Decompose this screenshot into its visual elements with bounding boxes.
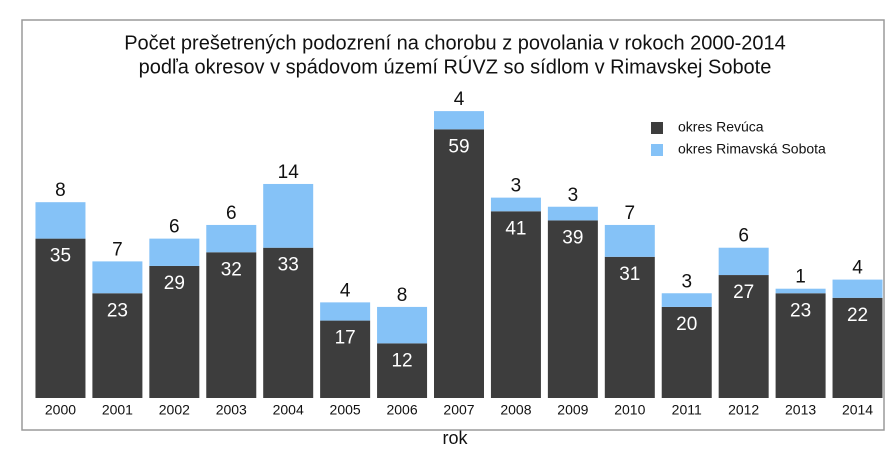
x-tick-label: 2014 [842, 402, 873, 418]
data-label: 8 [55, 180, 66, 201]
bar-segment [547, 206, 598, 221]
legend-label: okres Revúca [678, 119, 764, 135]
bar-segment [775, 293, 826, 398]
chart-frame [21, 19, 885, 431]
bar-segment [547, 220, 598, 398]
bar-segment [490, 211, 541, 398]
bar-segment [661, 306, 712, 398]
data-label: 35 [50, 246, 71, 267]
bar-segment [263, 247, 314, 398]
x-tick-label: 2010 [614, 402, 645, 418]
data-label: 3 [511, 176, 522, 197]
chart-title: podľa okresov v spádovom území RÚVZ so s… [139, 55, 772, 78]
data-label: 4 [454, 89, 465, 110]
data-label: 14 [278, 162, 300, 183]
data-label: 59 [448, 136, 469, 157]
data-label: 7 [112, 239, 123, 260]
bar-segment [661, 293, 712, 307]
data-label: 23 [790, 300, 811, 321]
x-tick-label: 2000 [45, 402, 76, 418]
bar-segment [604, 224, 655, 257]
bar-segment [320, 302, 371, 321]
data-label: 29 [164, 273, 185, 294]
data-label: 39 [562, 227, 583, 248]
data-label: 6 [738, 226, 749, 247]
x-tick-label: 2004 [273, 402, 304, 418]
bar-segment [206, 252, 257, 398]
bar-segment [149, 238, 200, 266]
data-label: 3 [681, 271, 692, 292]
x-tick-label: 2007 [443, 402, 474, 418]
legend-swatch [651, 144, 663, 156]
data-label: 23 [107, 300, 128, 321]
data-label: 3 [568, 185, 579, 206]
data-label: 22 [847, 305, 868, 326]
data-label: 8 [397, 285, 408, 306]
x-tick-label: 2001 [102, 402, 133, 418]
x-tick-label: 2005 [330, 402, 361, 418]
bar-segment [149, 265, 200, 398]
bar-segment [434, 111, 484, 130]
bar-segment [490, 197, 541, 212]
x-tick-label: 2012 [728, 402, 759, 418]
bar-segment [434, 129, 484, 399]
data-label: 6 [226, 203, 237, 224]
bar-segment [718, 247, 769, 276]
data-label: 6 [169, 217, 180, 238]
data-label: 33 [278, 255, 299, 276]
x-tick-label: 2011 [672, 402, 702, 418]
bar-segment [832, 279, 883, 298]
bar-segment [377, 306, 428, 344]
bar-segment [604, 256, 655, 398]
bar-segment [35, 202, 86, 239]
bar-segment [718, 275, 769, 398]
bar-segment [263, 183, 314, 248]
bar-segment [320, 320, 371, 398]
x-tick-label: 2003 [216, 402, 247, 418]
data-label: 20 [676, 314, 697, 335]
x-axis-label: rok [442, 428, 468, 448]
bar-segment [92, 293, 143, 398]
data-label: 32 [221, 259, 242, 280]
data-label: 27 [733, 282, 754, 303]
data-label: 7 [625, 203, 636, 224]
data-label: 17 [335, 328, 356, 349]
chart-title: Počet prešetrených podozrení na chorobu … [124, 32, 786, 54]
bar-segment [35, 238, 86, 398]
data-label: 4 [340, 280, 351, 301]
data-label: 1 [795, 267, 806, 288]
data-label: 12 [391, 350, 412, 371]
x-tick-label: 2008 [500, 402, 531, 418]
bar-segment [377, 343, 428, 398]
bar-segment [832, 297, 883, 398]
x-tick-label: 2002 [159, 402, 190, 418]
data-label: 31 [619, 264, 640, 285]
x-tick-label: 2009 [557, 402, 588, 418]
legend-label: okres Rimavská Sobota [678, 141, 826, 157]
bar-segment [206, 224, 257, 253]
bar-segment [92, 261, 143, 294]
x-tick-label: 2006 [386, 402, 417, 418]
bar-segment [775, 288, 826, 294]
data-label: 4 [852, 258, 863, 279]
x-tick-label: 2013 [785, 402, 816, 418]
data-label: 41 [505, 218, 526, 239]
legend-swatch [651, 122, 663, 134]
